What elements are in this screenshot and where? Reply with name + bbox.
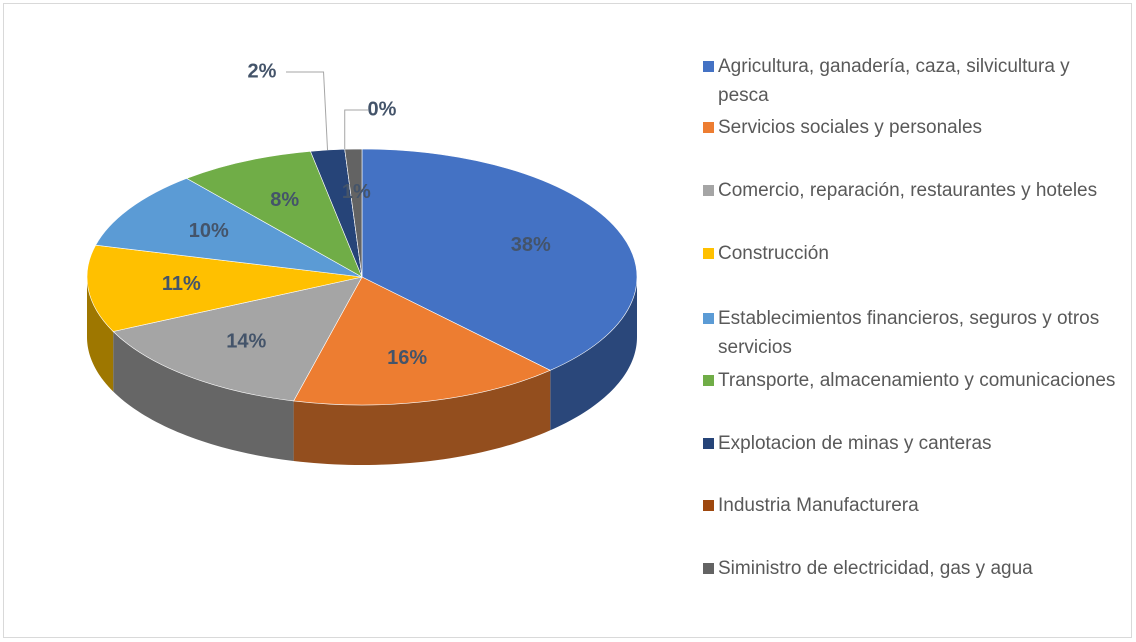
pie-side <box>550 277 637 431</box>
legend-label: Comercio, reparación, restaurantes y hot… <box>718 180 1098 201</box>
legend-item: Siministro de electricidad, gas y agua <box>700 554 1120 583</box>
legend-swatch <box>703 438 714 449</box>
data-label: 10% <box>189 220 229 242</box>
data-label: 8% <box>270 189 299 211</box>
leader-line <box>344 109 368 150</box>
legend-item: Transporte, almacenamiento y comunicacio… <box>700 366 1120 395</box>
legend-label: Agricultura, ganadería, caza, silvicultu… <box>718 56 1070 106</box>
legend-label: Siministro de electricidad, gas y agua <box>718 558 1033 579</box>
legend-swatch <box>703 61 714 72</box>
pie-side <box>113 331 294 461</box>
legend-item: Explotacion de minas y canteras <box>700 429 1120 458</box>
legend-label: Explotacion de minas y canteras <box>718 433 992 454</box>
legend-swatch <box>703 563 714 574</box>
legend-item: Servicios sociales y personales <box>700 113 1120 142</box>
data-label: 16% <box>387 347 427 369</box>
legend-item: Establecimientos financieros, seguros y … <box>700 304 1120 362</box>
legend-label: Transporte, almacenamiento y comunicacio… <box>718 370 1116 391</box>
legend-item: Agricultura, ganadería, caza, silvicultu… <box>700 52 1120 110</box>
legend-label: Establecimientos financieros, seguros y … <box>718 308 1100 358</box>
data-label: 0% <box>368 98 397 120</box>
legend-swatch <box>703 375 714 386</box>
data-label: 11% <box>162 273 201 295</box>
legend-item: Construcción <box>700 239 1120 268</box>
data-label: 1% <box>342 181 371 203</box>
pie-slice <box>86 244 363 332</box>
legend-swatch <box>703 313 714 324</box>
legend-swatch <box>703 122 714 133</box>
legend-swatch <box>703 185 714 196</box>
legend-item: Comercio, reparación, restaurantes y hot… <box>700 176 1120 205</box>
pie-slice <box>293 276 551 406</box>
pie-slice <box>344 148 363 278</box>
pie-slice <box>112 276 363 402</box>
legend-item: Industria Manufacturera <box>700 491 1120 520</box>
data-label: 38% <box>511 234 551 256</box>
pie-side <box>293 370 551 465</box>
pie-side <box>87 277 114 392</box>
legend-swatch <box>703 500 714 511</box>
data-label: 14% <box>226 330 266 352</box>
pie-slice <box>186 150 363 278</box>
legend-label: Industria Manufacturera <box>718 495 919 516</box>
legend-label: Construcción <box>718 243 829 264</box>
pie-slice <box>95 178 363 278</box>
leader-line <box>286 71 329 151</box>
data-label: 2% <box>248 60 277 82</box>
legend-swatch <box>703 248 714 259</box>
pie-slice <box>361 148 638 371</box>
legend-label: Servicios sociales y personales <box>718 117 983 138</box>
